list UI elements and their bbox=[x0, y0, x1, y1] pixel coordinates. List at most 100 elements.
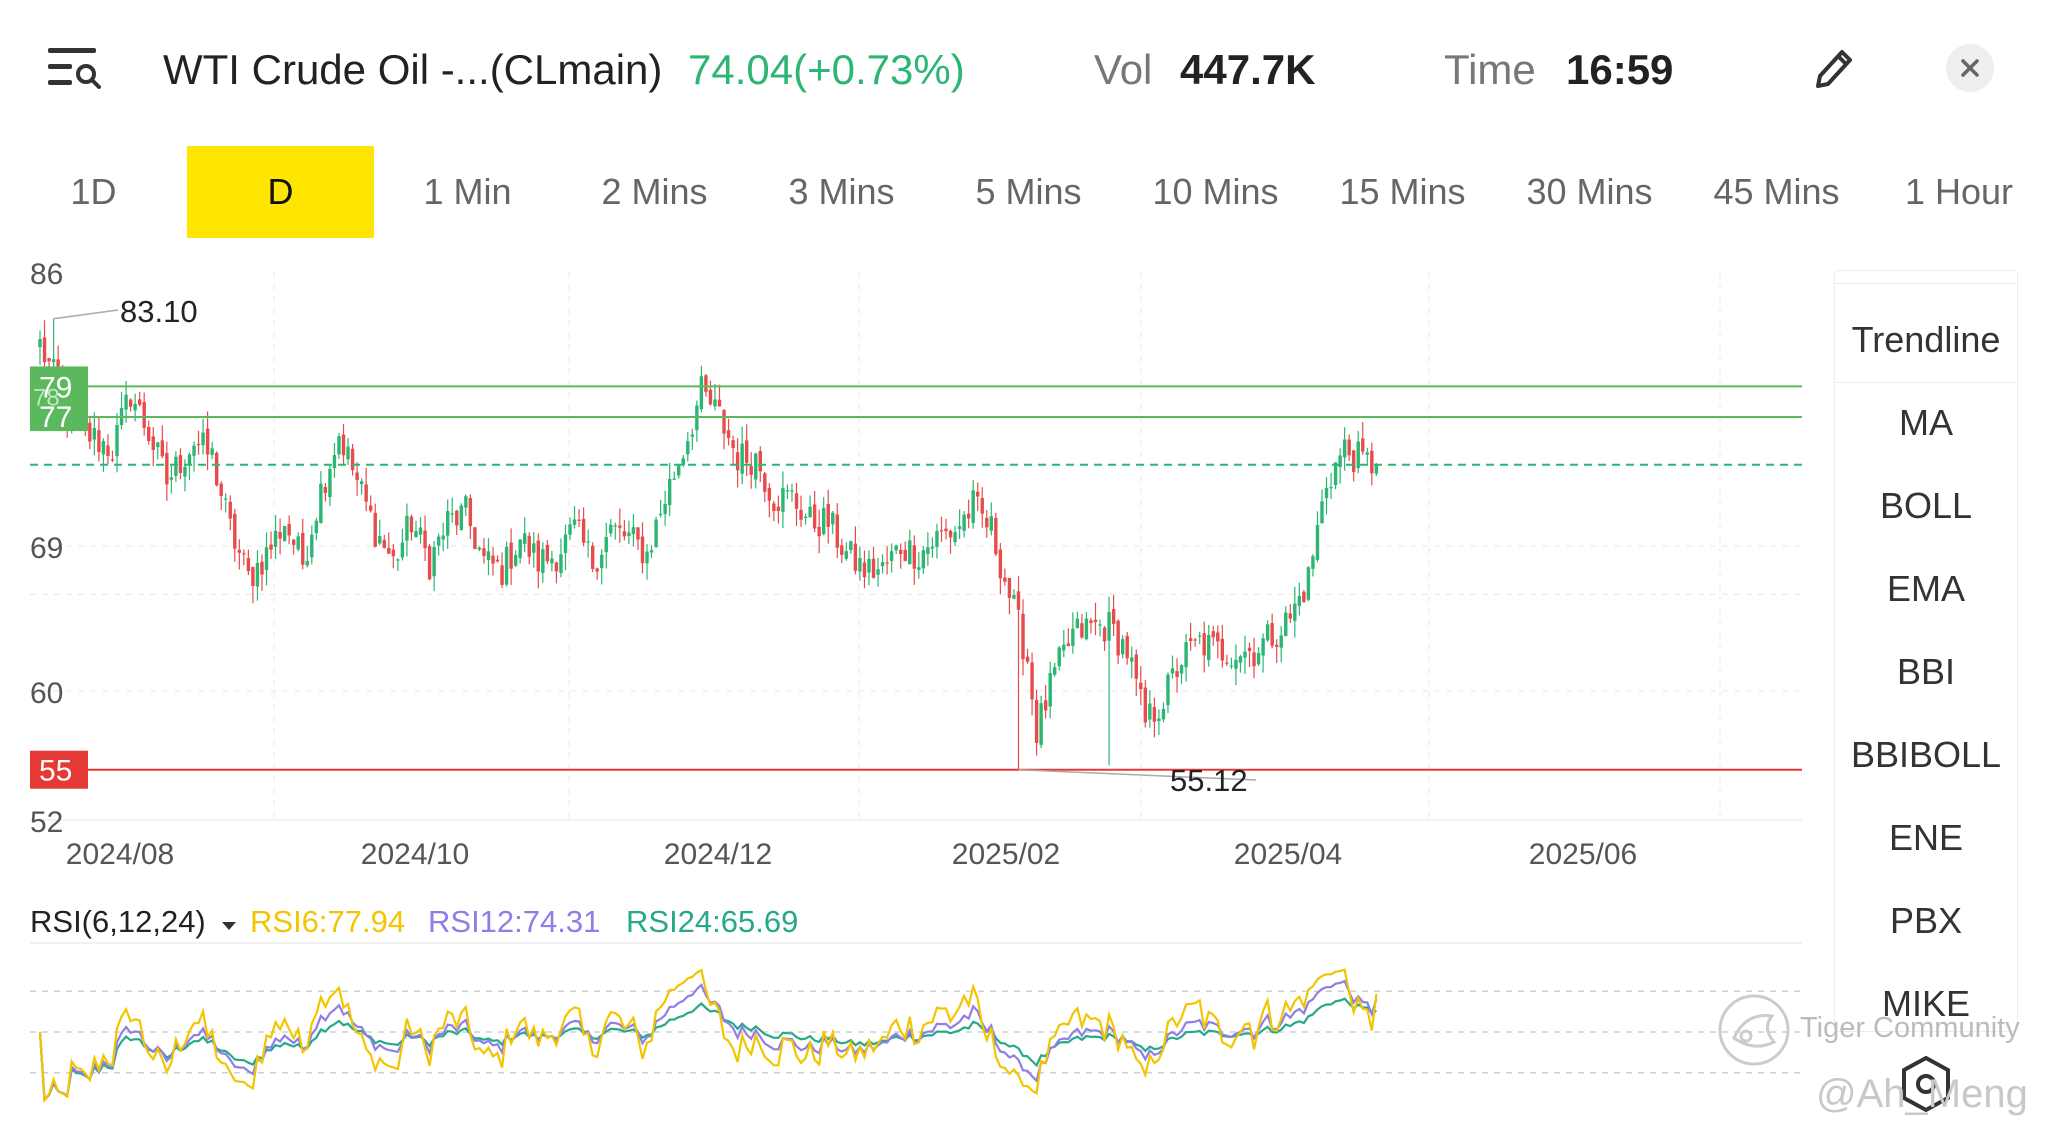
candle bbox=[1265, 620, 1270, 642]
caret-down-icon[interactable] bbox=[222, 922, 236, 930]
candle bbox=[550, 550, 554, 572]
indicator-ema[interactable]: EMA bbox=[1886, 568, 1965, 609]
candle bbox=[1107, 596, 1111, 766]
candle bbox=[147, 420, 151, 445]
candle bbox=[1297, 582, 1302, 616]
candle bbox=[1053, 662, 1057, 677]
candle bbox=[976, 482, 980, 512]
pencil-icon[interactable] bbox=[1810, 44, 1858, 94]
candle bbox=[817, 509, 821, 554]
y-tick-label: 69 bbox=[30, 532, 63, 565]
tab-daily[interactable]: D bbox=[187, 146, 374, 238]
candle bbox=[513, 550, 518, 568]
candle bbox=[1356, 430, 1360, 474]
timeframe-tabs: 1D D 1 Min 2 Mins 3 Mins 5 Mins 10 Mins … bbox=[0, 146, 2048, 238]
candle bbox=[622, 519, 627, 541]
candle bbox=[368, 495, 373, 513]
tab-3-mins[interactable]: 3 Mins bbox=[788, 171, 895, 212]
candle bbox=[214, 451, 219, 487]
candle bbox=[509, 528, 513, 585]
tab-10-mins[interactable]: 10 Mins bbox=[1152, 171, 1279, 212]
candle bbox=[432, 541, 436, 592]
candle bbox=[305, 545, 309, 568]
candle bbox=[799, 495, 803, 527]
candle bbox=[1170, 655, 1175, 679]
candle bbox=[518, 539, 522, 564]
tab-45-mins[interactable]: 45 Mins bbox=[1713, 171, 1840, 212]
candle bbox=[763, 471, 767, 502]
candle bbox=[178, 448, 183, 480]
indicator-bbiboll[interactable]: BBIBOLL bbox=[1850, 734, 2002, 775]
candle bbox=[713, 383, 717, 411]
candle bbox=[273, 515, 278, 559]
close-button[interactable] bbox=[1946, 44, 1994, 92]
candle bbox=[1152, 697, 1157, 738]
tab-1-hour[interactable]: 1 Hour bbox=[1904, 171, 2014, 212]
candle bbox=[1166, 672, 1170, 713]
candle bbox=[1125, 631, 1129, 665]
candle bbox=[1188, 622, 1193, 651]
candle bbox=[581, 507, 586, 547]
candle bbox=[350, 443, 355, 476]
candle bbox=[1329, 472, 1333, 500]
candle bbox=[382, 534, 386, 549]
indicator-mike[interactable]: MIKE bbox=[1881, 983, 1970, 1024]
candle bbox=[1098, 619, 1102, 637]
candle bbox=[645, 544, 649, 580]
candle bbox=[559, 538, 563, 578]
candle bbox=[1034, 689, 1039, 756]
candle bbox=[464, 494, 468, 517]
indicator-ene[interactable]: ENE bbox=[1888, 817, 1964, 858]
indicator-ma[interactable]: MA bbox=[1899, 402, 1953, 443]
candle bbox=[1039, 695, 1043, 749]
list-search-icon[interactable] bbox=[46, 44, 102, 94]
indicator-bbi[interactable]: BBI bbox=[1896, 651, 1956, 692]
candle bbox=[930, 537, 935, 558]
tab-1d[interactable]: 1D bbox=[70, 171, 117, 212]
indicator-boll[interactable]: BOLL bbox=[1879, 485, 1973, 526]
tab-15-mins[interactable]: 15 Mins bbox=[1339, 171, 1466, 212]
candle bbox=[532, 531, 536, 568]
candle bbox=[1139, 665, 1143, 706]
candle bbox=[1270, 613, 1274, 649]
candle bbox=[106, 434, 110, 465]
candle bbox=[359, 478, 364, 495]
candle bbox=[953, 526, 957, 546]
candle bbox=[926, 532, 930, 566]
tab-5-mins[interactable]: 5 Mins bbox=[975, 171, 1082, 212]
rsi12-value: RSI12:74.31 bbox=[428, 904, 600, 939]
candle bbox=[355, 462, 359, 496]
candle bbox=[1370, 442, 1374, 486]
tab-30-mins[interactable]: 30 Mins bbox=[1526, 171, 1653, 212]
volume-value: 447.7K bbox=[1180, 46, 1316, 93]
candle bbox=[423, 515, 427, 562]
candle bbox=[165, 441, 169, 502]
indicator-trendline[interactable]: Trendline bbox=[1851, 319, 2001, 360]
candle bbox=[160, 425, 165, 459]
candle bbox=[441, 522, 445, 552]
rsi6-value: RSI6:77.94 bbox=[250, 904, 405, 939]
candle bbox=[405, 503, 409, 557]
candle bbox=[948, 529, 953, 554]
tiger-logo-icon bbox=[1718, 994, 1790, 1066]
candle bbox=[1243, 635, 1247, 674]
candle bbox=[210, 441, 214, 460]
candle bbox=[880, 554, 885, 574]
tab-2-mins[interactable]: 2 Mins bbox=[601, 171, 708, 212]
candle bbox=[672, 471, 676, 481]
candle bbox=[894, 544, 898, 555]
candle bbox=[1084, 611, 1089, 641]
candle bbox=[246, 549, 251, 576]
tab-1-min[interactable]: 1 Min bbox=[423, 171, 512, 212]
candle bbox=[867, 550, 871, 586]
candle bbox=[586, 529, 590, 558]
instrument-title: WTI Crude Oil -...(CLmain) bbox=[163, 46, 663, 93]
candle bbox=[821, 497, 826, 536]
candle bbox=[731, 435, 735, 466]
indicator-pbx[interactable]: PBX bbox=[1889, 900, 1963, 941]
candle bbox=[1211, 625, 1215, 646]
candle bbox=[749, 452, 753, 489]
candle bbox=[618, 508, 622, 543]
candle bbox=[1157, 709, 1161, 735]
